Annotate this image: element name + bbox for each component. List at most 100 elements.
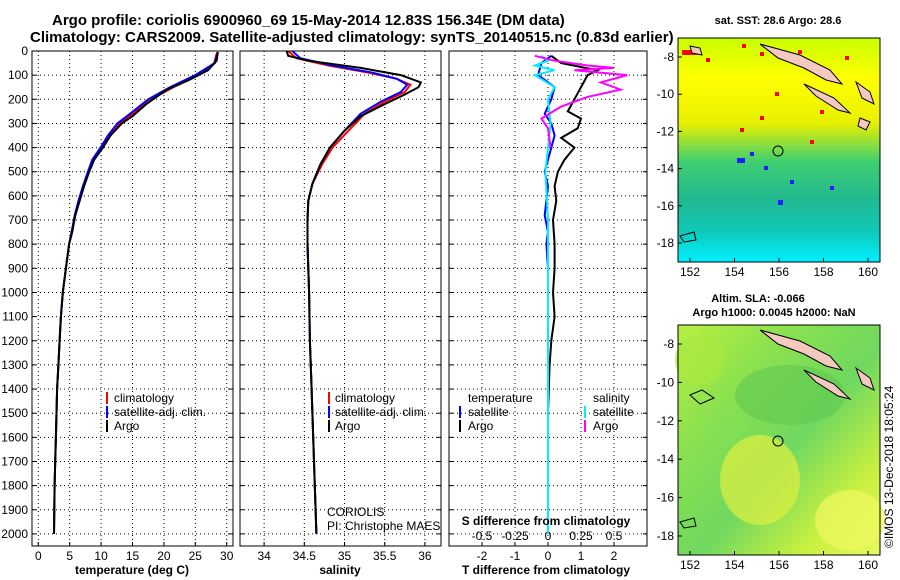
sst-warm-pixel bbox=[760, 116, 764, 120]
y-tick-label: 2000 bbox=[1, 527, 28, 541]
sla-map-title-line1: Altim. SLA: -0.066 bbox=[711, 293, 805, 305]
salinity-series bbox=[285, 50, 423, 534]
salinity-plot-frame bbox=[239, 50, 442, 547]
difference-ticks: -2 -1 0 1 2 -0.5 -0.25 0 0.25 0.5 bbox=[449, 50, 647, 563]
sst-warm-pixel bbox=[810, 140, 814, 144]
x-tick-label: 2 bbox=[611, 549, 618, 563]
island-shape bbox=[803, 83, 852, 114]
sst-warm-pixel bbox=[740, 128, 744, 132]
sla-map: Altim. SLA: -0.066 Argo h1000: 0.0045 h2… bbox=[657, 293, 885, 572]
x-top-tick-label: -0.5 bbox=[472, 529, 493, 543]
sst-map-title: sat. SST: 28.6 Argo: 28.6 bbox=[715, 15, 842, 27]
salinity-grid bbox=[240, 50, 441, 546]
island-shape bbox=[759, 329, 844, 371]
sla-anomaly-blob bbox=[815, 490, 885, 550]
sst-cool-pixel bbox=[778, 200, 783, 205]
y-tick-label: 1300 bbox=[1, 358, 28, 372]
x-tick-label: 34.5 bbox=[293, 549, 317, 563]
legend-label-temp-argo: Argo bbox=[468, 419, 494, 433]
y-tick-label: 200 bbox=[8, 92, 28, 106]
sst-warm-pixel bbox=[775, 92, 779, 96]
series-line-2 bbox=[285, 50, 423, 534]
difference-plot-frame bbox=[448, 50, 648, 547]
map-y-tick-label: -16 bbox=[657, 491, 675, 505]
temperature-plot-frame bbox=[31, 50, 234, 547]
x-tick-label: 25 bbox=[189, 549, 203, 563]
sst-map-coastlines bbox=[679, 43, 875, 243]
y-tick-label: 500 bbox=[8, 165, 28, 179]
x-tick-label: 5 bbox=[66, 549, 73, 563]
x-top-tick-label: -0.25 bbox=[501, 529, 529, 543]
sst-cool-pixel bbox=[764, 166, 768, 170]
temperature-legend: climatology satellite-adj. clim. Argo bbox=[106, 391, 206, 433]
salinity-panel: 34 34.5 35 35.5 36 salinity climatology sate… bbox=[239, 50, 442, 577]
y-tick-label: 1100 bbox=[2, 310, 28, 324]
x-top-tick-label: 0 bbox=[545, 529, 552, 543]
argo-float-position bbox=[772, 145, 784, 157]
island-shape bbox=[857, 117, 871, 131]
x-tick-label: 0 bbox=[35, 549, 42, 563]
salinity-xlabel: salinity bbox=[319, 563, 361, 577]
annotation-coriolis: CORIOLIS bbox=[327, 505, 384, 519]
difference-legend: temperature satellite Argo salinity sate… bbox=[459, 391, 634, 433]
temperature-ticks: 0100200300400500600700800900100011001200… bbox=[1, 44, 233, 563]
x-tick-label: 35 bbox=[338, 549, 352, 563]
x-tick-label: 10 bbox=[94, 549, 108, 563]
map-x-tick-label: 160 bbox=[858, 558, 878, 572]
y-tick-label: 1000 bbox=[1, 285, 28, 299]
legend-label-argo: Argo bbox=[114, 419, 140, 433]
legend-label-sal-satellite: satellite bbox=[593, 405, 634, 419]
x-tick-label: 15 bbox=[126, 549, 140, 563]
sst-cool-pixel bbox=[830, 186, 834, 190]
map-x-tick-label: 158 bbox=[813, 558, 833, 572]
map-y-tick-label: -14 bbox=[657, 452, 675, 466]
map-y-tick-label: -14 bbox=[657, 162, 675, 176]
map-x-tick-label: 156 bbox=[769, 265, 789, 279]
map-x-tick-label: 154 bbox=[724, 265, 744, 279]
map-y-tick-label: -10 bbox=[657, 375, 675, 389]
map-y-tick-label: -10 bbox=[657, 87, 675, 101]
sla-map-coastlines bbox=[679, 329, 875, 529]
x-top-tick-label: 0.5 bbox=[606, 529, 623, 543]
y-tick-label: 1600 bbox=[1, 430, 28, 444]
island-shape bbox=[679, 517, 697, 529]
y-tick-label: 1800 bbox=[1, 479, 28, 493]
series-line-2 bbox=[531, 54, 556, 534]
sla-anomaly-blob bbox=[720, 435, 800, 525]
map-x-tick-label: 152 bbox=[680, 265, 700, 279]
difference-xlabel: T difference from climatology bbox=[462, 563, 630, 577]
x-tick-label: 36 bbox=[418, 549, 432, 563]
sst-map: sat. SST: 28.6 Argo: 28.6 152 154 156 158 16… bbox=[657, 15, 881, 279]
temperature-series bbox=[53, 51, 219, 534]
map-y-tick-label: -12 bbox=[657, 414, 675, 428]
island-shape bbox=[854, 366, 875, 391]
legend-label-argo: Argo bbox=[335, 419, 361, 433]
sst-warm-pixel bbox=[820, 110, 824, 114]
sst-warm-pixel bbox=[682, 50, 698, 55]
x-tick-label: -1 bbox=[510, 549, 521, 563]
y-tick-label: 1900 bbox=[1, 503, 28, 517]
x-tick-label: 20 bbox=[157, 549, 171, 563]
island-shape bbox=[759, 43, 844, 85]
figure-title-line1: Argo profile: coriolis 6900960_69 15-May… bbox=[52, 12, 565, 29]
argo-float-position bbox=[772, 435, 784, 447]
x-tick-label: 30 bbox=[220, 549, 234, 563]
y-tick-label: 600 bbox=[8, 189, 28, 203]
y-tick-label: 1400 bbox=[1, 382, 28, 396]
legend-label-climatology: climatology bbox=[335, 391, 395, 405]
y-tick-label: 900 bbox=[8, 261, 28, 275]
y-tick-label: 700 bbox=[8, 213, 28, 227]
y-tick-label: 1700 bbox=[1, 454, 28, 468]
series-line-3 bbox=[534, 54, 628, 148]
difference-series bbox=[531, 54, 628, 534]
y-tick-label: 300 bbox=[8, 116, 28, 130]
sst-warm-pixel bbox=[798, 50, 802, 54]
difference-xlabel-top: S difference from climatology bbox=[462, 514, 631, 528]
y-tick-label: 1200 bbox=[1, 334, 28, 348]
island-shape bbox=[679, 231, 697, 243]
x-tick-label: 1 bbox=[578, 549, 585, 563]
temperature-grid bbox=[32, 50, 233, 546]
legend-title-salinity: salinity bbox=[593, 391, 630, 405]
difference-grid bbox=[449, 50, 647, 546]
